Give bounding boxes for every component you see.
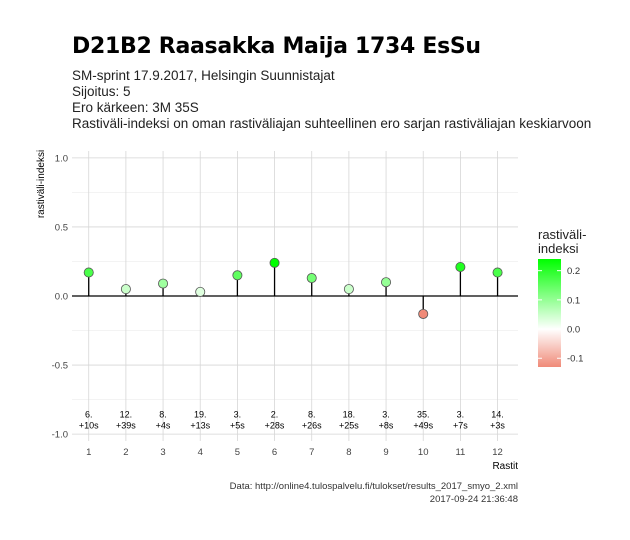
x-axis-label: Rastit [492,461,518,472]
data-point [83,267,94,278]
legend-tick-label: 0.1 [567,295,580,306]
subtitle-gap: Ero kärkeen: 3M 35S [72,100,199,115]
data-point [492,267,503,278]
legend-title-line2: indeksi [538,241,579,256]
data-source: Data: http://online4.tulospalvelu.fi/tul… [229,481,518,492]
annotation-rank: 2. [271,410,279,420]
stems [88,262,499,314]
x-tick-label: 12 [492,447,503,458]
y-tick-label: -0.5 [52,361,68,372]
y-tick-label: 0.0 [55,292,68,303]
x-tick-label: 8 [346,447,351,458]
annotation-diff: +25s [339,421,359,431]
annotation-diff: +7s [453,421,468,431]
x-tick-label: 5 [235,447,240,458]
data-point [381,277,392,288]
x-tick-label: 11 [455,447,465,458]
subtitle-event: SM-sprint 17.9.2017, Helsingin Suunnista… [72,68,335,83]
annotation-rank: 14. [491,410,504,420]
subtitle-rank: Sijoitus: 5 [72,84,131,99]
annotation-rank: 8. [308,410,316,420]
points [83,257,503,319]
y-tick-label: 1.0 [55,153,68,164]
x-tick-label: 1 [86,447,91,458]
annotation-diff: +39s [116,421,136,431]
annotation-diff: +3s [490,421,505,431]
x-tick-label: 4 [198,447,203,458]
legend-title: rastiväli- indeksi [538,228,586,256]
annotation-diff: +13s [190,421,210,431]
chart-title: D21B2 Raasakka Maija 1734 EsSu [72,34,481,59]
annotation-diff: +26s [302,421,322,431]
annotation-diff: +5s [230,421,245,431]
annotation-rank: 35. [417,410,430,420]
y-tick-label: -1.0 [52,430,68,441]
x-tick-label: 6 [272,447,277,458]
annotation-rank: 18. [343,410,356,420]
annotation-diff: +8s [379,421,394,431]
annotation-diff: +10s [79,421,99,431]
data-point [455,261,466,272]
annotation-diff: +4s [156,421,171,431]
y-tick-label: 0.5 [55,222,68,233]
annotation-rank: 12. [120,410,133,420]
annotation-rank: 3. [382,410,390,420]
annotations: 6.+10s12.+39s8.+4s19.+13s3.+5s2.+28s8.+2… [79,410,506,431]
y-axis-label: rastiväli-indeksi [36,150,47,218]
data-point [195,286,206,297]
legend-title-line1: rastiväli- [538,227,587,242]
legend-colorbar [538,259,561,367]
data-point [306,273,317,284]
annotation-rank: 19. [194,410,207,420]
data-point [120,284,131,295]
x-tick-label: 10 [418,447,429,458]
x-tick-label: 7 [309,447,314,458]
annotation-diff: +28s [265,421,285,431]
timestamp: 2017-09-24 21:36:48 [429,494,518,505]
x-tick-label: 3 [160,447,165,458]
data-point [418,308,429,319]
x-tick-label: 9 [383,447,388,458]
legend-tick-label: -0.1 [567,354,583,365]
legend-tick-label: 0.2 [567,266,580,277]
annotation-rank: 3. [457,410,465,420]
grid [72,151,518,441]
y-axis-ticks: -1.0 -0.5 0.0 0.5 1.0 [52,153,68,440]
data-point [343,284,354,295]
annotation-rank: 3. [234,410,242,420]
data-point [232,270,243,281]
legend-tick-label: 0.0 [567,325,580,336]
annotation-rank: 6. [85,410,93,420]
annotation-diff: +49s [413,421,433,431]
annotation-rank: 8. [159,410,167,420]
data-point [158,278,169,289]
x-tick-label: 2 [123,447,128,458]
data-point [269,257,280,268]
x-axis-ticks: 1 2 3 4 5 6 7 8 9 10 11 12 [86,447,503,458]
subtitle-description: Rastiväli-indeksi on oman rastiväliajan … [72,116,592,131]
